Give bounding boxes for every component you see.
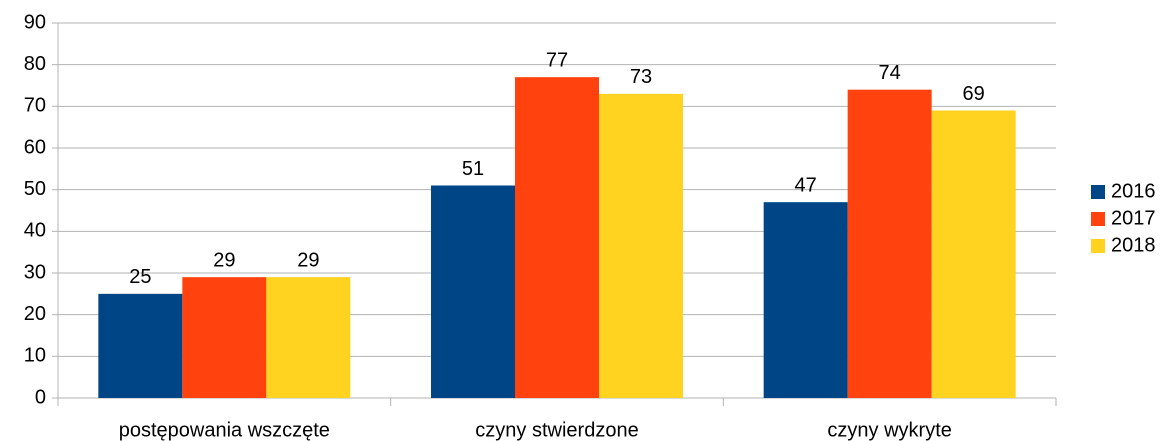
- data-label: 29: [213, 249, 235, 271]
- y-tick-label: 20: [24, 303, 46, 325]
- bar: [599, 93, 683, 398]
- bar: [931, 110, 1016, 398]
- data-label: 51: [462, 158, 484, 180]
- data-label: 25: [129, 266, 151, 288]
- data-label: 73: [630, 66, 652, 88]
- data-label: 69: [963, 83, 985, 105]
- data-label: 74: [879, 62, 901, 84]
- data-label: 29: [297, 249, 319, 271]
- x-tick-label: postępowania wszczęte: [119, 419, 330, 441]
- y-tick-label: 90: [24, 11, 46, 33]
- bar: [266, 277, 351, 398]
- legend-swatch: [1091, 239, 1105, 253]
- bar: [515, 77, 599, 399]
- legend-label: 2017: [1111, 207, 1156, 229]
- bar: [431, 185, 515, 398]
- y-tick-label: 40: [24, 220, 46, 242]
- bar: [847, 89, 932, 399]
- y-tick-label: 50: [24, 178, 46, 200]
- legend-label: 2016: [1111, 180, 1156, 202]
- x-tick-label: czyny stwierdzone: [475, 419, 638, 441]
- x-tick-label: czyny wykryte: [827, 419, 951, 441]
- bar: [763, 202, 848, 398]
- bar: [182, 277, 267, 398]
- y-tick-label: 10: [24, 345, 46, 367]
- y-tick-label: 70: [24, 95, 46, 117]
- y-tick-label: 0: [35, 386, 46, 408]
- legend-swatch: [1091, 185, 1105, 199]
- data-label: 47: [795, 174, 817, 196]
- legend-swatch: [1091, 212, 1105, 226]
- y-tick-label: 80: [24, 53, 46, 75]
- y-tick-label: 60: [24, 136, 46, 158]
- data-label: 77: [546, 49, 568, 71]
- y-tick-label: 30: [24, 261, 46, 283]
- legend-label: 2018: [1111, 234, 1156, 256]
- bar: [98, 293, 183, 398]
